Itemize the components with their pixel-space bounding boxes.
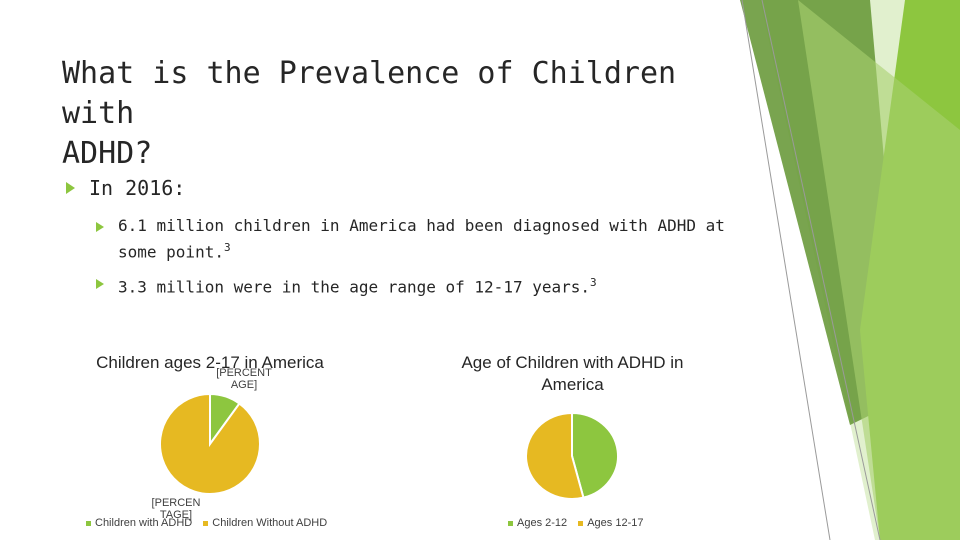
sub-bullet-1-text: some point. (118, 242, 224, 262)
chart-1-slices (159, 392, 261, 495)
chart-2-legend: Ages 2-12 Ages 12-17 (508, 517, 651, 529)
chart-2-pie (525, 412, 619, 500)
legend-item: Children with ADHD (86, 517, 192, 529)
deco-mid-panel (798, 0, 960, 540)
chart-1-legend: Children with ADHD Children Without ADHD (86, 517, 335, 529)
legend-label: Ages 2-12 (517, 517, 568, 529)
slide-title: What is the Prevalence of Children with … (62, 54, 742, 174)
legend-label: Children with ADHD (95, 517, 193, 529)
legend-item: Ages 12-17 (578, 517, 643, 529)
deco-line-2 (761, 0, 881, 540)
pie-slice-ages-12-17 (525, 412, 585, 500)
legend-swatch-gold (578, 520, 584, 526)
sub-bullet-1-line-1: 6.1 million children in America had been… (118, 216, 725, 235)
bullet-arrow-icon (96, 279, 104, 289)
chart-2-title: Age of Children with ADHD in America (461, 353, 684, 394)
sub-bullet-2: 3.3 million were in the age range of 12-… (118, 272, 597, 298)
chart-1-pie (159, 392, 261, 495)
legend-item: Ages 2-12 (508, 517, 567, 529)
chart-2-slices (525, 412, 619, 500)
bullet-arrow-icon (96, 222, 104, 232)
legend-swatch-green (508, 520, 513, 526)
legend-swatch-gold (203, 520, 209, 526)
sub-bullet-1: 6.1 million children in America had been… (118, 215, 738, 263)
legend-label: Children Without ADHD (212, 517, 328, 529)
sub-bullet-2-text: 3.3 million were in the age range of 12-… (118, 277, 591, 297)
legend-swatch-green (86, 520, 91, 526)
title-line-2: ADHD? (62, 136, 153, 171)
chart-1-data-label-without-adhd: [PERCEN TAGE] (151, 497, 201, 521)
citation-superscript: 3 (223, 241, 231, 254)
chart-1-title: Children ages 2-17 in America (96, 353, 324, 372)
legend-item: Children Without ADHD (203, 517, 327, 529)
sub-bullet-1-line-2: some point.3 (118, 237, 738, 263)
title-line-1: What is the Prevalence of Children with (62, 56, 677, 131)
pie-slice-ages-2-12 (571, 412, 619, 499)
bullet-main: In 2016: (89, 176, 186, 200)
chart-1-data-label-with-adhd: [PERCENT AGE] (216, 367, 272, 391)
deco-line-1 (741, 0, 831, 540)
pie-slice-children-without-adhd (159, 392, 261, 495)
bullet-arrow-icon (66, 182, 75, 194)
legend-label: Ages 12-17 (587, 517, 644, 529)
citation-superscript: 3 (590, 276, 597, 289)
